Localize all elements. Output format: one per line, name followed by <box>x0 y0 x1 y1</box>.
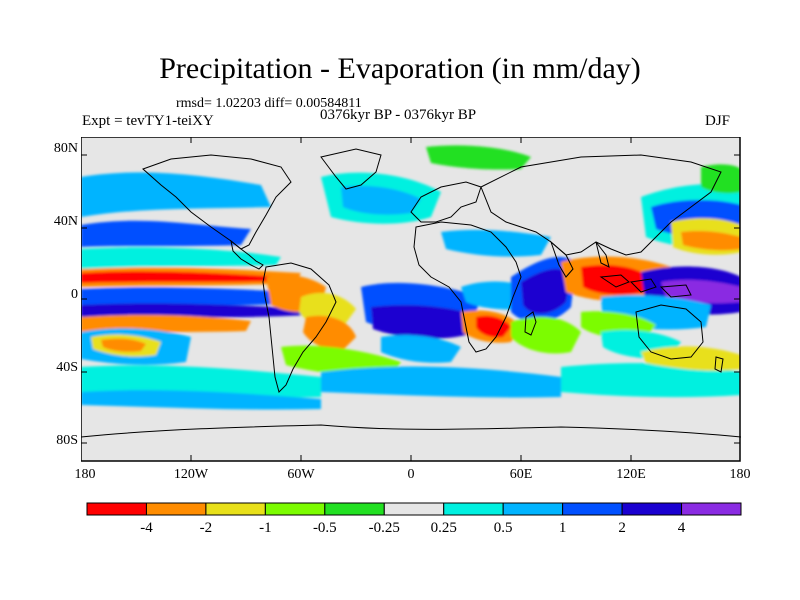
colorbar <box>86 502 742 516</box>
precipitation-field <box>81 145 740 410</box>
axis-ticks <box>81 137 740 461</box>
lon-tick-label: 180 <box>729 467 751 482</box>
colorbar-swatch <box>383 502 445 516</box>
colorbar-swatch <box>443 502 504 516</box>
lon-tick-label: 0 <box>407 467 415 482</box>
season-label: DJF <box>705 113 731 129</box>
colorbar-label: -1 <box>259 520 272 536</box>
colorbar-swatch <box>324 502 385 516</box>
lon-tick-label: 60E <box>509 467 533 482</box>
colorbar-swatch <box>562 502 623 516</box>
colorbar-swatch <box>681 502 742 516</box>
colorbar-label: 2 <box>618 520 626 536</box>
stats-subtitle: rmsd= 1.02203 diff= 0.00584811 <box>176 96 362 111</box>
lat-tick-label: 0 <box>71 287 78 302</box>
colorbar-label: 0.5 <box>493 520 513 536</box>
lon-tick-label: 120W <box>173 467 209 482</box>
lon-tick-label: 180 <box>74 467 96 482</box>
colorbar-label: 1 <box>558 520 567 536</box>
colorbar-label: -0.5 <box>312 520 337 536</box>
colorbar-label: 0.25 <box>430 520 457 536</box>
lat-tick-label: 80S <box>56 433 78 448</box>
colorbar-swatch <box>264 502 326 516</box>
colorbar-swatch <box>502 502 564 516</box>
lat-tick-label: 40S <box>56 360 78 375</box>
colorbar-swatch <box>86 502 147 516</box>
plot-title: Precipitation - Evaporation (in mm/day) <box>159 52 641 85</box>
colorbar-label: -4 <box>140 520 153 536</box>
lat-tick-label: 40N <box>53 214 78 229</box>
colorbar-label: -2 <box>199 520 213 536</box>
lon-tick-label: 120E <box>616 467 646 482</box>
colorbar-swatch <box>621 502 683 516</box>
colorbar-label: 4 <box>677 520 686 536</box>
experiment-label: Expt = tevTY1-teiXY <box>82 113 214 129</box>
colorbar-swatch <box>145 502 207 516</box>
precipitation-map <box>81 137 741 462</box>
lon-tick-label: 60W <box>287 467 315 482</box>
coastlines <box>81 148 741 438</box>
colorbar-swatch <box>205 502 266 516</box>
colorbar-label: -0.25 <box>368 520 400 536</box>
lat-tick-label: 80N <box>53 141 78 156</box>
period-label: 0376kyr BP - 0376kyr BP <box>320 107 477 123</box>
